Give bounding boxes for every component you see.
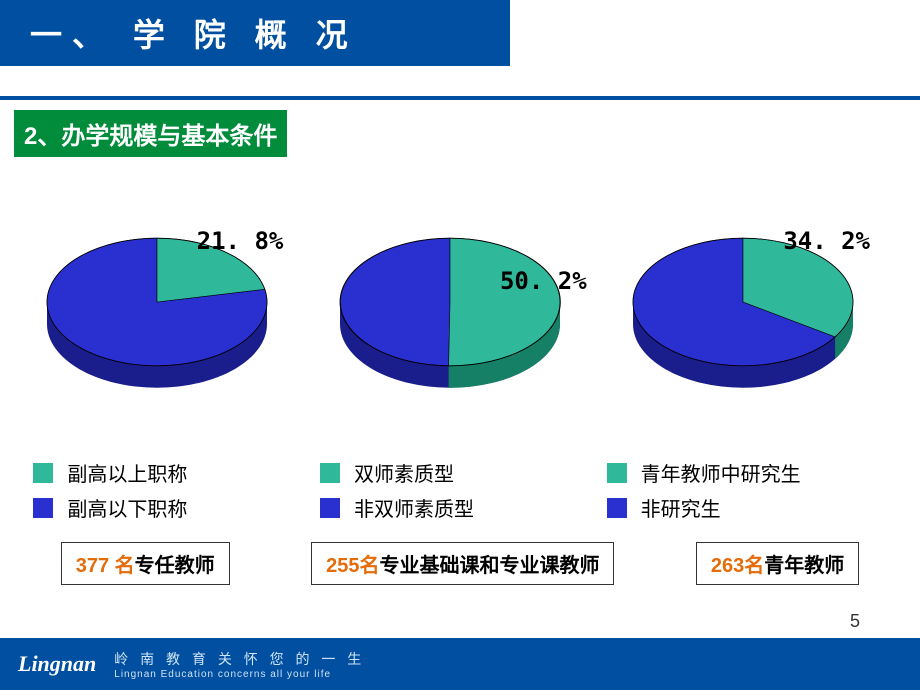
legend-item: 双师素质型 <box>320 458 600 487</box>
swatch-icon <box>33 463 53 483</box>
box-row: 377 名专任教师 255名专业基础课和专业课教师 263名青年教师 <box>0 542 920 585</box>
legend-label: 非研究生 <box>641 493 721 522</box>
pie-percent-label: 50. 2% <box>500 267 587 295</box>
legend-item: 副高以上职称 <box>33 458 313 487</box>
pie-chart <box>320 197 600 407</box>
legend-label: 青年教师中研究生 <box>641 458 801 487</box>
footer-en: Lingnan Education concerns all your life <box>114 669 365 680</box>
footer-cn: 岭 南 教 育 关 怀 您 的 一 生 <box>114 649 365 669</box>
page-number: 5 <box>850 611 860 632</box>
pie-wrap: 50. 2% <box>320 197 600 412</box>
legend-column: 青年教师中研究生非研究生 <box>607 452 887 528</box>
divider <box>0 96 920 100</box>
summary-box: 263名青年教师 <box>696 542 859 585</box>
box-text: 专业基础课和专业课教师 <box>379 555 599 577</box>
legend-label: 副高以下职称 <box>67 493 187 522</box>
legend-label: 非双师素质型 <box>354 493 474 522</box>
legend-label: 双师素质型 <box>354 458 454 487</box>
summary-box: 377 名专任教师 <box>61 542 230 585</box>
pie-percent-label: 34. 2% <box>783 227 870 255</box>
swatch-icon <box>320 463 340 483</box>
footer-bar: Lingnan 岭 南 教 育 关 怀 您 的 一 生 Lingnan Educ… <box>0 638 920 690</box>
swatch-icon <box>607 498 627 518</box>
box-text: 青年教师 <box>764 555 844 577</box>
swatch-icon <box>320 498 340 518</box>
box-number: 377 名 <box>76 555 135 577</box>
charts-row: 21. 8% 50. 2% 34. 2% <box>0 197 920 412</box>
legend-item: 副高以下职称 <box>33 493 313 522</box>
legend-column: 副高以上职称副高以下职称 <box>33 452 313 528</box>
page-subtitle: 2、办学规模与基本条件 <box>14 110 287 157</box>
legend-label: 副高以上职称 <box>67 458 187 487</box>
swatch-icon <box>33 498 53 518</box>
legend-row: 副高以上职称副高以下职称双师素质型非双师素质型青年教师中研究生非研究生 <box>0 452 920 528</box>
pie-wrap: 21. 8% <box>27 197 307 412</box>
legend-item: 非双师素质型 <box>320 493 600 522</box>
footer-logo: Lingnan <box>18 651 96 677</box>
legend-column: 双师素质型非双师素质型 <box>320 452 600 528</box>
box-number: 255名 <box>326 555 379 577</box>
swatch-icon <box>607 463 627 483</box>
legend-item: 非研究生 <box>607 493 887 522</box>
pie-percent-label: 21. 8% <box>197 227 284 255</box>
summary-box: 255名专业基础课和专业课教师 <box>311 542 614 585</box>
legend-item: 青年教师中研究生 <box>607 458 887 487</box>
box-number: 263名 <box>711 555 764 577</box>
page-title: 一、 学 院 概 况 <box>0 0 510 66</box>
box-text: 专任教师 <box>135 555 215 577</box>
pie-wrap: 34. 2% <box>613 197 893 412</box>
